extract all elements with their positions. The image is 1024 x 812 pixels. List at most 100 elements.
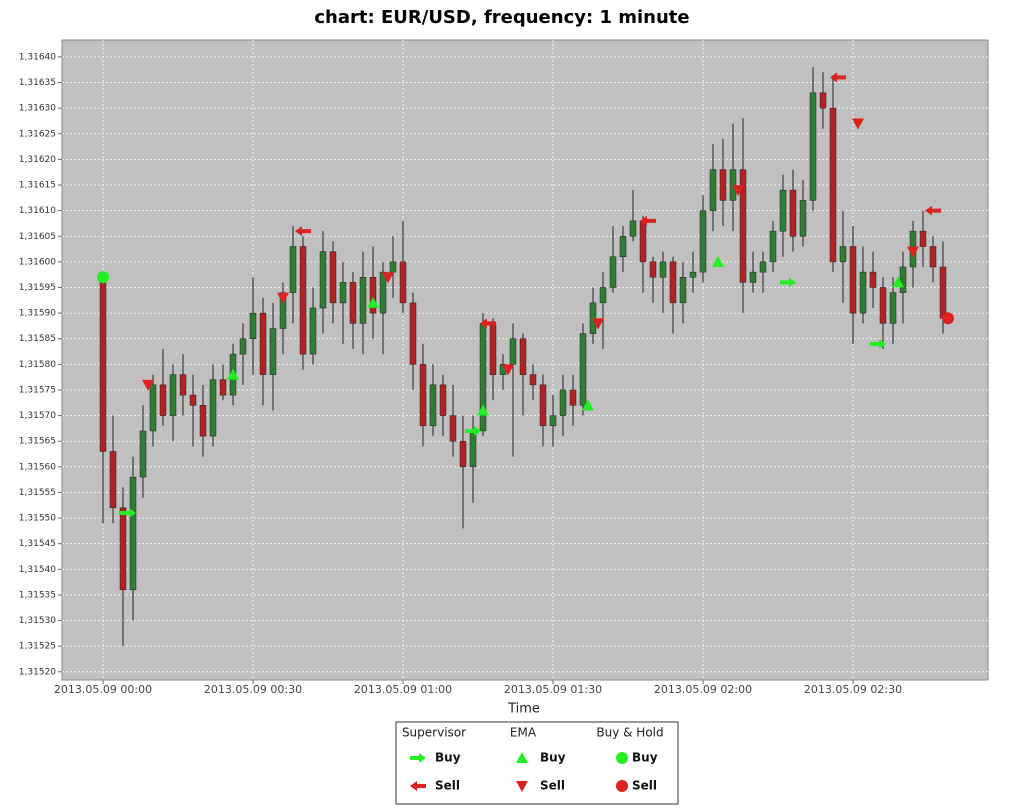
candle-body xyxy=(259,312,267,375)
x-tick-label: 2013.05.09 00:00 xyxy=(54,683,152,696)
y-tick-label: 1,31615 xyxy=(19,181,56,191)
y-tick-label: 1,31550 xyxy=(19,514,56,524)
candle-body xyxy=(369,276,377,314)
candle-body xyxy=(759,261,767,273)
signal-marker xyxy=(142,379,154,391)
candle-body xyxy=(569,389,577,406)
y-tick-label: 1,31570 xyxy=(19,411,56,421)
legend-label: Sell xyxy=(632,779,657,793)
candle-body xyxy=(219,379,227,396)
signal-marker xyxy=(97,271,109,284)
candle-body xyxy=(489,323,497,375)
candle-body xyxy=(619,236,627,257)
candle-body xyxy=(879,287,887,324)
legend-header: Buy & Hold xyxy=(596,726,663,740)
candle-body xyxy=(589,302,597,334)
legend-label: Buy xyxy=(435,751,461,765)
candle-body xyxy=(749,271,757,283)
legend-icon xyxy=(410,781,426,791)
signal-marker xyxy=(780,277,796,288)
signal-marker xyxy=(477,404,489,416)
signal-marker xyxy=(830,72,846,83)
candle-body xyxy=(279,292,287,329)
y-tick-label: 1,31610 xyxy=(19,206,56,216)
candle-body xyxy=(839,246,847,263)
candle-body xyxy=(549,415,557,427)
candle-body xyxy=(629,220,637,237)
candle-body xyxy=(519,338,527,375)
y-tick-label: 1,31595 xyxy=(19,283,56,293)
candle-body xyxy=(709,169,717,211)
candle-body xyxy=(599,287,607,304)
candle-body xyxy=(609,256,617,288)
candle-body xyxy=(859,271,867,314)
candle-body xyxy=(869,271,877,288)
candle-body xyxy=(159,384,167,416)
y-tick-label: 1,31520 xyxy=(19,667,56,677)
candle-body xyxy=(459,440,467,468)
candle-body xyxy=(299,246,307,355)
y-tick-label: 1,31600 xyxy=(19,257,56,267)
candle-body xyxy=(819,92,827,109)
signal-marker xyxy=(925,205,941,216)
candle-body xyxy=(529,374,537,386)
y-tick-label: 1,31635 xyxy=(19,78,56,88)
candle-body xyxy=(389,261,397,273)
candle-body xyxy=(659,261,667,278)
y-tick-label: 1,31535 xyxy=(19,590,56,600)
candle-body xyxy=(579,333,587,406)
x-tick-label: 2013.05.09 01:00 xyxy=(354,683,452,696)
candle-body xyxy=(919,230,927,247)
x-tick-label: 2013.05.09 02:00 xyxy=(654,683,752,696)
candle-body xyxy=(559,389,567,416)
candle-body xyxy=(699,210,707,273)
legend-label: Sell xyxy=(435,779,460,793)
legend-label: Buy xyxy=(540,751,566,765)
candle-body xyxy=(99,276,107,452)
legend-icon xyxy=(616,752,628,764)
candle-body xyxy=(899,266,907,293)
legend-icon xyxy=(410,753,426,763)
signal-marker xyxy=(907,246,919,258)
signal-marker xyxy=(732,185,744,197)
signal-marker xyxy=(465,425,481,436)
candle-body xyxy=(359,276,367,324)
candle-body xyxy=(339,282,347,304)
candle-body xyxy=(319,251,327,309)
candle-body xyxy=(809,92,817,201)
candle-body xyxy=(349,282,357,324)
y-tick-label: 1,31605 xyxy=(19,232,56,242)
candle-body xyxy=(119,507,127,591)
candle-body xyxy=(939,266,947,319)
legend-icon xyxy=(616,780,628,792)
candle-body xyxy=(269,328,277,375)
signal-marker xyxy=(640,215,656,226)
y-tick-label: 1,31565 xyxy=(19,437,56,447)
candle-body xyxy=(729,169,737,201)
y-tick-label: 1,31630 xyxy=(19,104,56,114)
signal-marker xyxy=(582,399,594,411)
signal-marker xyxy=(852,118,864,130)
signal-marker xyxy=(382,272,394,284)
y-tick-label: 1,31620 xyxy=(19,155,56,165)
y-tick-label: 1,31525 xyxy=(19,642,56,652)
legend xyxy=(395,721,679,805)
candle-body xyxy=(789,189,797,237)
candle-body xyxy=(849,246,857,314)
signal-marker xyxy=(295,226,311,237)
candle-body xyxy=(329,251,337,304)
candle-body xyxy=(829,107,837,263)
candle-body xyxy=(169,374,177,416)
legend-header: EMA xyxy=(510,726,537,740)
candle-body xyxy=(439,384,447,416)
legend-label: Buy xyxy=(632,751,658,765)
signal-marker xyxy=(502,364,514,376)
y-tick-label: 1,31530 xyxy=(19,616,56,626)
candle-body xyxy=(199,405,207,437)
y-tick-label: 1,31545 xyxy=(19,539,56,549)
candle-body xyxy=(109,451,117,509)
x-axis-label: Time xyxy=(507,702,540,717)
candle-body xyxy=(139,430,147,478)
candle-body xyxy=(289,246,297,293)
